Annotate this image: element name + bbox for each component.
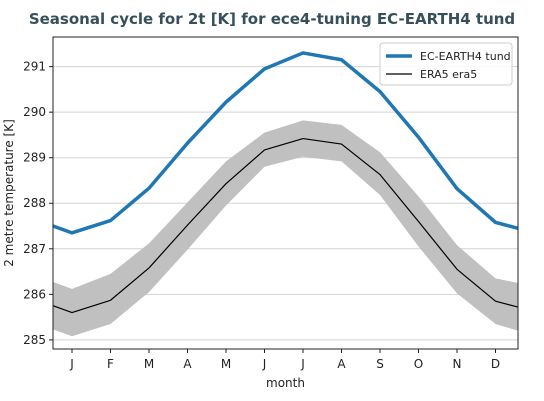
x-tick-label: M [144,357,154,371]
y-tick-label: 285 [23,333,46,347]
x-tick-label: M [221,357,231,371]
x-tick-label: O [414,357,423,371]
x-tick-label: D [491,357,500,371]
x-tick-label: F [107,357,114,371]
x-tick-label: J [300,357,305,371]
x-tick-label: S [376,357,384,371]
series-line-era5 [52,137,519,314]
era5-spread-band [53,120,518,337]
y-tick-label: 287 [23,242,46,256]
legend: EC-EARTH4 tund ERA5 era5 [379,42,513,86]
plot-frame [52,36,519,350]
y-axis-label: 2 metre temperature [K] [2,119,16,267]
y-axis: 285 286 287 288 289 290 291 [23,60,53,347]
x-axis-label: month [266,376,305,390]
chart-title: Seasonal cycle for 2t [K] for ece4-tunin… [29,10,515,28]
x-tick-label: A [337,357,346,371]
legend-box [379,42,513,86]
y-tick-label: 290 [23,105,46,119]
x-tick-label: N [453,357,462,371]
y-tick-label: 291 [23,60,46,74]
series-line-ec-earth4 [52,51,519,235]
x-tick-label: A [183,357,192,371]
era5-band-area [53,120,518,337]
y-tick-label: 288 [23,196,46,210]
y-tick-label: 289 [23,151,46,165]
x-tick-label: J [69,357,74,371]
plot-area [52,36,519,350]
y-tick-label: 286 [23,287,46,301]
x-tick-label: J [262,357,267,371]
legend-label-era5: ERA5 era5 [420,68,477,81]
series-lines [52,51,519,314]
legend-label-ec-earth4: EC-EARTH4 tund [420,50,511,63]
